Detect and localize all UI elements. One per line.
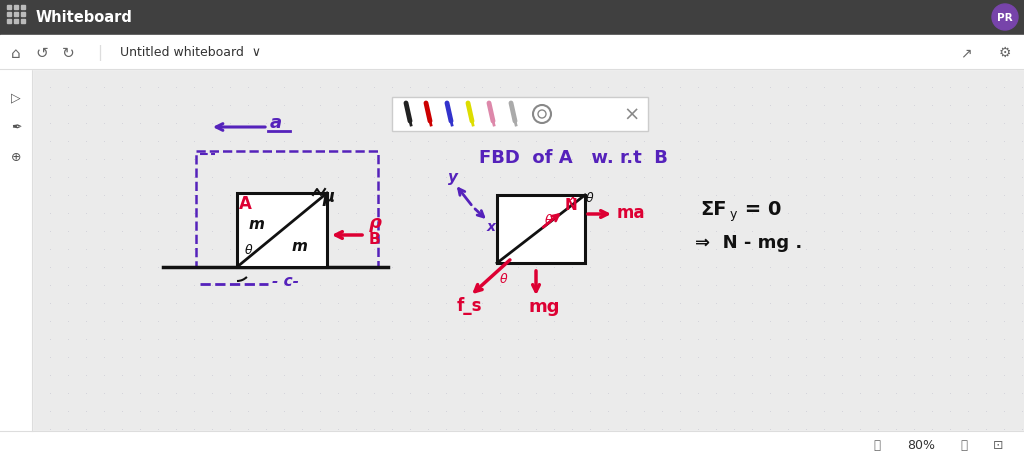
Text: θ: θ (500, 272, 508, 285)
Text: θ: θ (545, 213, 553, 226)
Bar (0, 431, 1024, 459)
Text: ΣF: ΣF (700, 200, 726, 218)
Bar (392, 98, 648, 132)
Bar (196, 151, 378, 268)
Text: m: m (249, 217, 265, 231)
Text: = 0: = 0 (738, 200, 781, 218)
Text: ↻: ↻ (61, 45, 75, 61)
Text: y: y (449, 170, 458, 185)
Text: ↺: ↺ (36, 45, 48, 61)
Text: - c-: - c- (272, 274, 299, 288)
Text: ⌂: ⌂ (11, 45, 20, 61)
Text: 80%: 80% (907, 438, 935, 452)
Bar (0, 70, 32, 431)
Text: ✒: ✒ (10, 121, 22, 134)
Text: PR: PR (997, 13, 1013, 23)
Text: ▷: ▷ (11, 91, 20, 104)
Text: mg: mg (528, 297, 559, 315)
Bar (237, 194, 327, 268)
Text: B: B (369, 231, 381, 246)
Bar (497, 196, 585, 263)
Text: ⚙: ⚙ (998, 46, 1012, 60)
Text: ma: ma (617, 203, 645, 222)
Text: f_s: f_s (457, 297, 482, 314)
Text: 🔍: 🔍 (961, 438, 968, 452)
Bar (32, 70, 1024, 431)
Text: |: | (97, 45, 102, 61)
Text: ⇒  N - mg .: ⇒ N - mg . (695, 234, 802, 252)
Text: N̂: N̂ (565, 197, 578, 213)
Text: μ: μ (322, 188, 334, 206)
Text: ⊕: ⊕ (10, 151, 22, 164)
Text: ρ: ρ (369, 213, 382, 231)
Text: m: m (292, 239, 308, 253)
Text: x: x (487, 219, 496, 234)
Text: ⊡: ⊡ (992, 438, 1004, 452)
Text: FBD  of A   w. r.t  B: FBD of A w. r.t B (479, 149, 668, 167)
Text: θ: θ (586, 191, 594, 205)
Text: 🔍: 🔍 (873, 438, 881, 452)
Text: ×: × (624, 105, 640, 124)
Text: A: A (239, 195, 252, 213)
Text: y: y (730, 207, 737, 220)
Bar (0, 0, 1024, 36)
Text: a: a (270, 114, 283, 132)
Text: ↗: ↗ (961, 46, 972, 60)
Circle shape (992, 5, 1018, 31)
Text: Untitled whiteboard  ∨: Untitled whiteboard ∨ (120, 46, 260, 59)
Text: Whiteboard: Whiteboard (36, 11, 133, 25)
Text: θ: θ (245, 243, 253, 257)
Bar (0, 36, 1024, 70)
